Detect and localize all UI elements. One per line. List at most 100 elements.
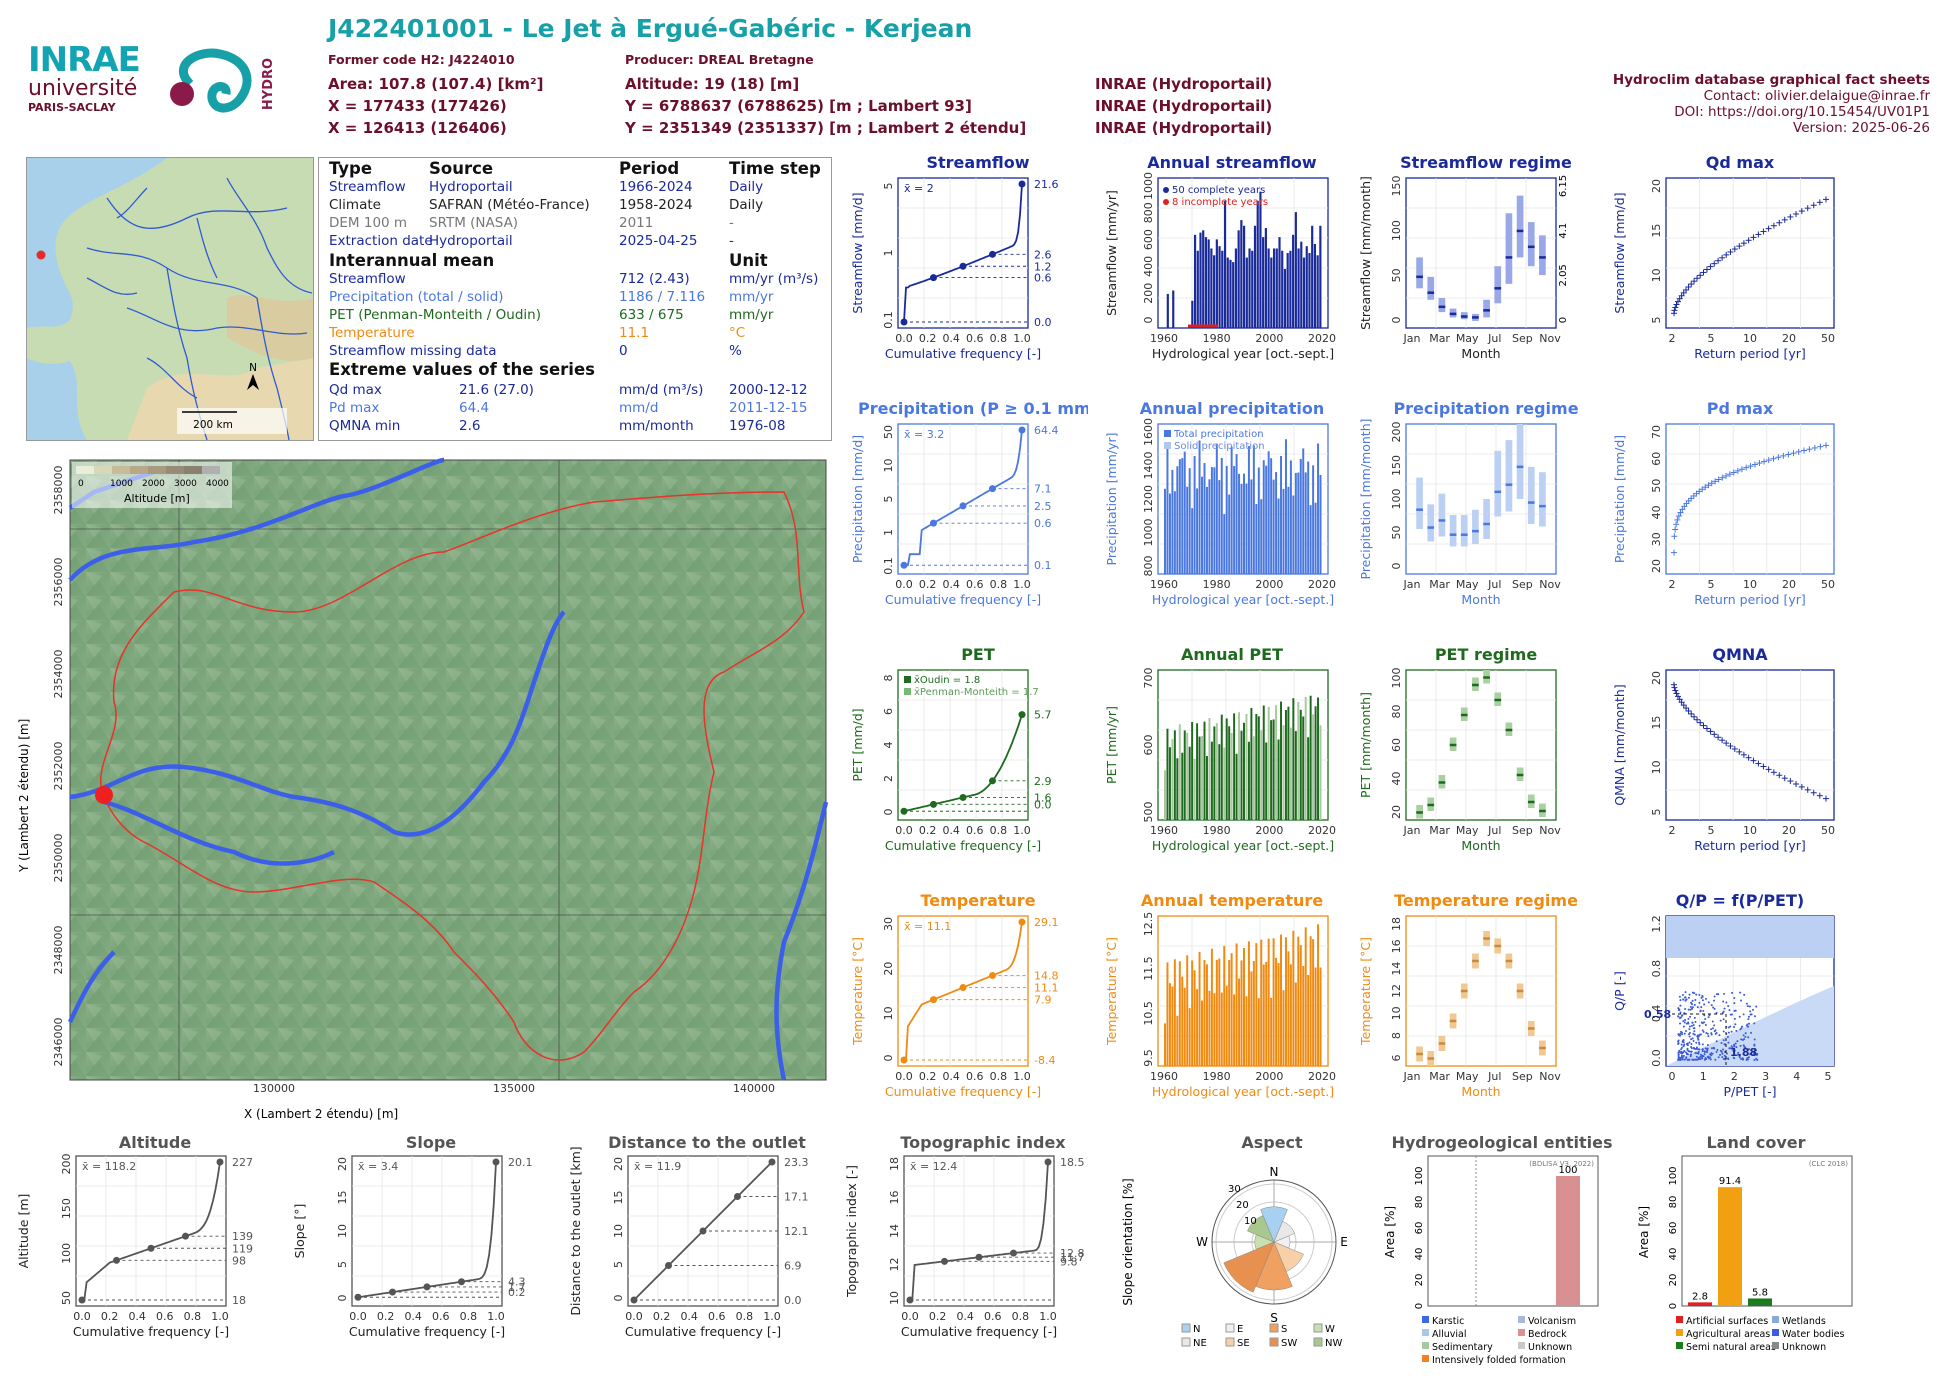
chart-topo: Topographic index 0.0 0.2 0.4 0.6 0.8 1.0 10 12 1…	[844, 1133, 1085, 1339]
qp-point	[1685, 1029, 1688, 1032]
x-tick: Nov	[1539, 332, 1561, 345]
qp-point	[1689, 1053, 1692, 1056]
qp-point	[1691, 991, 1694, 994]
qp-point	[1720, 1050, 1723, 1053]
qp-point	[1680, 1031, 1683, 1034]
x-tick: 50	[1821, 578, 1835, 591]
annual-bar	[1218, 958, 1221, 1066]
qp-point	[1679, 1004, 1682, 1007]
regime-box	[1438, 775, 1446, 789]
x-tick: Mar	[1429, 578, 1450, 591]
legend-item: Water bodies	[1782, 1329, 1844, 1340]
qp-point	[1753, 1058, 1756, 1061]
quantile-label: 20.1	[508, 1156, 533, 1169]
x-tick: Sep	[1512, 332, 1533, 345]
outlet-marker	[95, 786, 113, 804]
annual-bar	[1168, 983, 1171, 1066]
france-minimap: 200 km N	[26, 157, 314, 441]
qp-point	[1683, 1032, 1686, 1035]
rose-ring	[1233, 1201, 1315, 1283]
y-tick: 40	[1650, 505, 1663, 519]
annual-bar	[1302, 448, 1305, 574]
area: Area: 107.8 (107.4) [km²]	[328, 75, 544, 93]
annual-bar	[1277, 739, 1280, 820]
info-row-3-c0: Extraction date	[329, 233, 433, 249]
info-header-c0: Type	[329, 159, 373, 178]
paris-saclay-text: PARIS-SACLAY	[28, 101, 116, 114]
qp-point	[1691, 1058, 1694, 1061]
qp-point	[1706, 1056, 1709, 1059]
y-tick: 0	[1668, 1303, 1679, 1309]
regime-box	[1427, 1051, 1435, 1066]
annual-bar	[1267, 248, 1270, 328]
quantile-point	[989, 250, 996, 258]
quantile-point	[1018, 918, 1026, 926]
bar-label: 2.8	[1692, 1291, 1708, 1302]
x-tick: Nov	[1539, 1070, 1561, 1083]
return-point	[1719, 474, 1726, 481]
regime-box	[1472, 313, 1479, 321]
quantile-label: 5.7	[1034, 709, 1052, 722]
annual-bar	[1294, 982, 1297, 1066]
qp-point	[1742, 1058, 1745, 1061]
station-marker	[36, 250, 46, 260]
annual-bar	[1208, 479, 1211, 574]
annual-bar	[1272, 719, 1275, 820]
regime-box	[1494, 938, 1502, 954]
qp-point	[1722, 1039, 1725, 1042]
y-tick: 6	[882, 708, 895, 715]
qp-point	[1701, 1029, 1704, 1032]
qp-point	[1741, 1039, 1744, 1042]
qp-point	[1680, 1043, 1683, 1046]
qp-point	[1747, 1058, 1750, 1061]
chart-title-apet: Annual PET	[1181, 645, 1283, 664]
qp-point	[1753, 1052, 1756, 1055]
qp-point	[1706, 1047, 1709, 1050]
qp-point	[1754, 1048, 1757, 1051]
qp-point	[1713, 1024, 1716, 1027]
annual-bar	[1257, 467, 1260, 574]
qp-point	[1677, 1055, 1680, 1058]
return-point	[1688, 710, 1695, 717]
annual-bar	[1248, 248, 1251, 328]
qp-point	[1680, 1048, 1683, 1051]
quantile-point	[989, 971, 996, 979]
rose-legend-swatch	[1225, 1323, 1235, 1333]
quantile-label: 17.1	[784, 1191, 809, 1204]
annual-bar	[1247, 941, 1250, 1066]
qp-point	[1723, 1043, 1726, 1046]
qp-point	[1688, 1035, 1691, 1038]
x-tick: 5	[1708, 578, 1715, 591]
info-row-1-c3: Daily	[729, 197, 764, 213]
x-tick: 2000	[1255, 332, 1283, 345]
qp-point	[1738, 1055, 1741, 1058]
qp-point	[1733, 1045, 1736, 1048]
y-label: QMNA [mm/month]	[1612, 684, 1627, 805]
qp-point	[1688, 993, 1691, 996]
qp-point	[1678, 1034, 1681, 1037]
qp-point	[1710, 1047, 1713, 1050]
x-tick: Mar	[1429, 824, 1450, 837]
qp-point	[1690, 1043, 1693, 1046]
right-tick: 0	[1558, 317, 1569, 323]
return-point	[1776, 219, 1783, 226]
qp-point	[1683, 1021, 1686, 1024]
qp-point	[1710, 1054, 1713, 1057]
return-point	[1702, 484, 1709, 491]
chart-at: Annual temperature 1960 1980 2000 2020 9.5 10.…	[1104, 891, 1336, 1099]
qp-point	[1734, 1023, 1737, 1026]
alt-legend-swatch	[112, 466, 130, 474]
quantile-point	[1018, 180, 1026, 188]
qp-point	[1700, 1033, 1703, 1036]
y-lambert93: Y = 6788637 (6788625) [m ; Lambert 93]	[625, 97, 972, 115]
qp-point	[1683, 1050, 1686, 1053]
inrae-logo-text: INRAE	[28, 40, 141, 80]
map-y-tick: 2354000	[52, 650, 65, 699]
annual-bar	[1270, 257, 1273, 328]
qp-point	[1706, 1032, 1709, 1035]
qp-point	[1688, 1028, 1691, 1031]
x-tick: 1980	[1203, 1070, 1231, 1083]
qp-point	[1680, 1055, 1683, 1058]
qp-point	[1736, 1040, 1739, 1043]
qp-point	[1706, 1044, 1709, 1047]
